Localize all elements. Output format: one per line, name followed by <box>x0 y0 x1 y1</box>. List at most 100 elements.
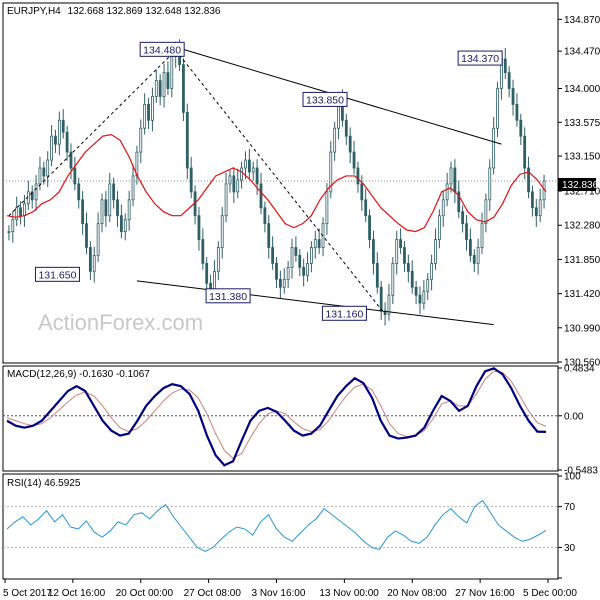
candle-body <box>154 80 158 97</box>
candle-body <box>465 223 468 240</box>
lower-trendline <box>136 280 494 326</box>
price-tick-label: 132.710 <box>564 187 600 198</box>
candle-body <box>57 119 61 145</box>
candle-body <box>496 88 499 129</box>
candle-body <box>170 56 174 89</box>
macd-tick-label: 0.4834 <box>564 364 595 375</box>
candle-body <box>329 151 333 193</box>
rsi-panel <box>2 473 559 580</box>
ohlc-values: 132.668 132.869 132.648 132.836 <box>68 6 221 17</box>
candle-body <box>507 72 511 89</box>
candle-body <box>313 239 317 248</box>
price-tick-label: 131.420 <box>564 289 600 300</box>
label-134480-box <box>139 41 185 57</box>
candle-body <box>50 135 53 161</box>
candle-body <box>263 207 267 225</box>
candle-body <box>216 247 220 272</box>
candle-body <box>368 215 371 240</box>
candle-body <box>108 183 112 217</box>
rsi-header: RSI(14) 46.5925 <box>7 478 81 489</box>
candle-body <box>228 175 232 185</box>
rsi-tick-label: 70 <box>564 502 576 513</box>
candle-body <box>100 199 104 225</box>
candle-body <box>147 103 150 121</box>
candle-body <box>182 64 185 113</box>
main-header: EURJPY,H4 132.668 132.869 132.648 132.83… <box>7 6 221 17</box>
rsi-layer <box>3 499 558 553</box>
label-134370-box <box>457 50 503 66</box>
candle-body <box>42 167 46 177</box>
candle-body <box>213 270 216 292</box>
candle-body <box>403 247 406 264</box>
candle-body <box>418 294 422 304</box>
axis-layer: 134.870 134.470 134.000 133.575 133.150 132.7… <box>3 15 600 599</box>
candle-body <box>302 266 306 276</box>
symbol-label: EURJPY,H4 <box>7 6 61 17</box>
label-131650: 131.650 <box>38 269 76 281</box>
candle-body <box>34 183 38 201</box>
candle-body <box>414 286 418 296</box>
candle-body <box>426 278 430 292</box>
candle-body <box>197 215 201 240</box>
dashed-channel-down <box>175 50 386 315</box>
time-tick-label: 27 Nov 16:00 <box>455 588 515 599</box>
candle-body <box>151 96 154 121</box>
candle-body <box>143 103 147 129</box>
candle-body <box>317 239 321 248</box>
candle-body <box>162 72 166 97</box>
candle-body <box>73 167 77 185</box>
price-tick-label: 133.575 <box>564 118 600 129</box>
candle-body <box>437 215 441 240</box>
candle-body <box>271 247 275 264</box>
candle-body <box>461 211 465 225</box>
candle-body <box>77 183 81 201</box>
candle-body <box>294 247 298 256</box>
candle-body <box>503 58 507 73</box>
candle-body <box>449 167 453 185</box>
label-134480: 134.480 <box>143 44 181 56</box>
candle-body <box>123 219 127 233</box>
candle-body <box>468 239 472 256</box>
label-131650-box <box>34 266 80 282</box>
candle-body <box>185 111 189 169</box>
candle-body <box>85 223 88 248</box>
candle-body <box>278 278 282 288</box>
candle-body <box>441 199 445 217</box>
candle-body <box>410 270 414 288</box>
candle-body <box>112 183 116 201</box>
candle-body <box>364 199 368 217</box>
candle-body <box>511 88 515 105</box>
price-tick-label: 133.150 <box>564 152 600 163</box>
candle-body <box>282 278 286 288</box>
rsi-tick-label: 100 <box>564 472 581 483</box>
candle-body <box>220 215 224 248</box>
candle-body <box>267 223 271 248</box>
candle-body <box>158 80 162 97</box>
candle-body <box>515 103 519 121</box>
candle-body <box>430 263 434 280</box>
candle-body <box>391 263 395 296</box>
candle-body <box>240 167 244 181</box>
time-tick-label: 5 Dec 00:00 <box>523 588 577 599</box>
time-tick-label: 27 Oct 08:00 <box>184 588 242 599</box>
candle-body <box>7 231 11 234</box>
price-tick-label: 132.280 <box>564 221 600 232</box>
time-tick-label: 5 Oct 2017 <box>3 588 52 599</box>
watermark: ActionForex.com <box>38 310 203 335</box>
label-133850: 133.850 <box>306 94 344 106</box>
candle-body <box>104 199 108 217</box>
candle-body <box>139 127 143 153</box>
candle-body <box>30 191 34 201</box>
candle-body <box>127 199 131 221</box>
time-tick-label: 20 Oct 00:00 <box>116 588 174 599</box>
candle-body <box>69 151 73 169</box>
candle-body <box>457 191 461 213</box>
macd-main-line <box>6 367 547 467</box>
candle-body <box>399 239 402 248</box>
candle-body <box>472 255 476 264</box>
rsi-tick-label: 30 <box>564 543 576 554</box>
price-tick-label: 131.850 <box>564 255 600 266</box>
macd-tick-label: -0.5483 <box>564 466 598 477</box>
candle-body <box>484 199 488 225</box>
